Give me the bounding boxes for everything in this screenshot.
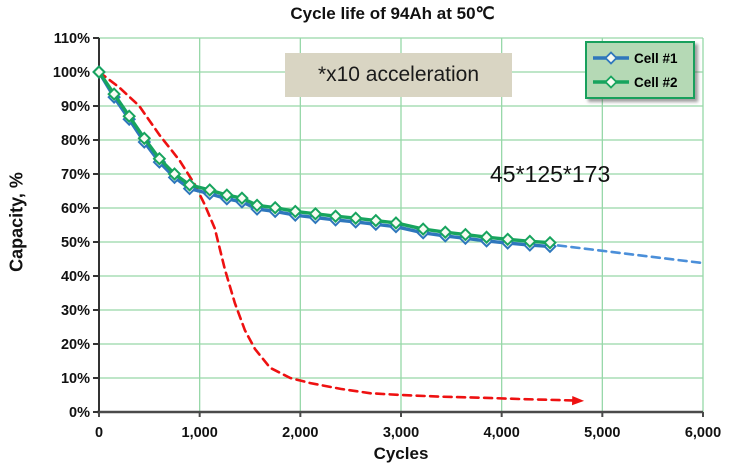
marker-cell-2 — [107, 87, 121, 101]
y-tick-label: 40% — [61, 269, 90, 285]
y-tick-label: 10% — [61, 371, 90, 387]
x-tick-label: 5,000 — [584, 425, 620, 441]
legend-item-cell-1: Cell #1 — [592, 46, 688, 70]
y-tick-label: 90% — [61, 99, 90, 115]
y-tick-label: 100% — [53, 65, 90, 81]
y-tick-label: 110% — [54, 31, 90, 47]
marker-cell-2 — [416, 222, 430, 236]
marker-cell-2 — [500, 232, 515, 247]
marker-cell-2 — [268, 200, 282, 215]
legend: Cell #1 Cell #2 — [585, 41, 695, 99]
legend-item-cell-2: Cell #2 — [592, 70, 688, 94]
y-tick-label: 70% — [61, 167, 90, 183]
marker-cell-2 — [202, 183, 217, 197]
legend-label-cell-2: Cell #2 — [634, 74, 678, 90]
x-tick-label: 4,000 — [484, 425, 520, 441]
x-tick-label: 0 — [95, 425, 103, 441]
y-axis-title: Capacity, % — [6, 172, 27, 272]
marker-cell-2 — [167, 167, 182, 181]
marker-cell-2 — [479, 230, 494, 245]
cell-1-line-swatch-icon — [593, 51, 629, 65]
series-line-cell-1-projection — [556, 244, 705, 265]
x-tick-label: 2,000 — [282, 425, 318, 441]
marker-cell-2 — [348, 211, 363, 226]
marker-cell-2 — [523, 234, 537, 249]
legend-label-cell-1: Cell #1 — [634, 50, 678, 66]
y-tick-label: 30% — [61, 303, 90, 319]
marker-cell-2 — [250, 198, 264, 213]
marker-cell-2 — [122, 109, 137, 124]
marker-cell-2 — [438, 225, 453, 239]
marker-cell-2 — [235, 191, 249, 205]
marker-cell-2 — [137, 131, 152, 146]
y-tick-label: 50% — [61, 235, 90, 251]
marker-cell-2 — [92, 65, 106, 79]
y-tick-label: 20% — [61, 337, 90, 353]
x-tick-label: 3,000 — [383, 425, 419, 441]
x-axis-title: Cycles — [373, 444, 429, 463]
x-tick-label: 1,000 — [182, 425, 218, 441]
marker-cell-2 — [288, 204, 303, 219]
annotation-acceleration: *x10 acceleration — [285, 53, 512, 97]
marker-cell-2 — [328, 209, 343, 223]
series-line-cell-1 — [97, 70, 552, 249]
marker-cell-2 — [543, 235, 557, 250]
series-line-x10-accelerated-test — [97, 70, 574, 402]
marker-cell-2 — [369, 213, 383, 228]
x-tick-label: 6,000 — [685, 425, 721, 441]
marker-cell-2 — [182, 178, 197, 192]
y-tick-label: 60% — [61, 201, 90, 217]
y-tick-label: 0% — [69, 405, 90, 421]
chart-title: Cycle life of 94Ah at 50℃ — [290, 4, 495, 23]
cell-2-line-swatch-icon — [593, 75, 629, 89]
marker-cell-2 — [220, 188, 234, 202]
annotation-cell-dimensions: 45*125*173 — [490, 161, 611, 187]
marker-cell-2 — [389, 216, 403, 230]
arrowhead-icon — [572, 396, 585, 406]
marker-cell-2 — [458, 227, 473, 242]
y-tick-label: 80% — [61, 133, 90, 149]
marker-cell-2 — [308, 206, 323, 221]
marker-cell-2 — [152, 151, 167, 166]
